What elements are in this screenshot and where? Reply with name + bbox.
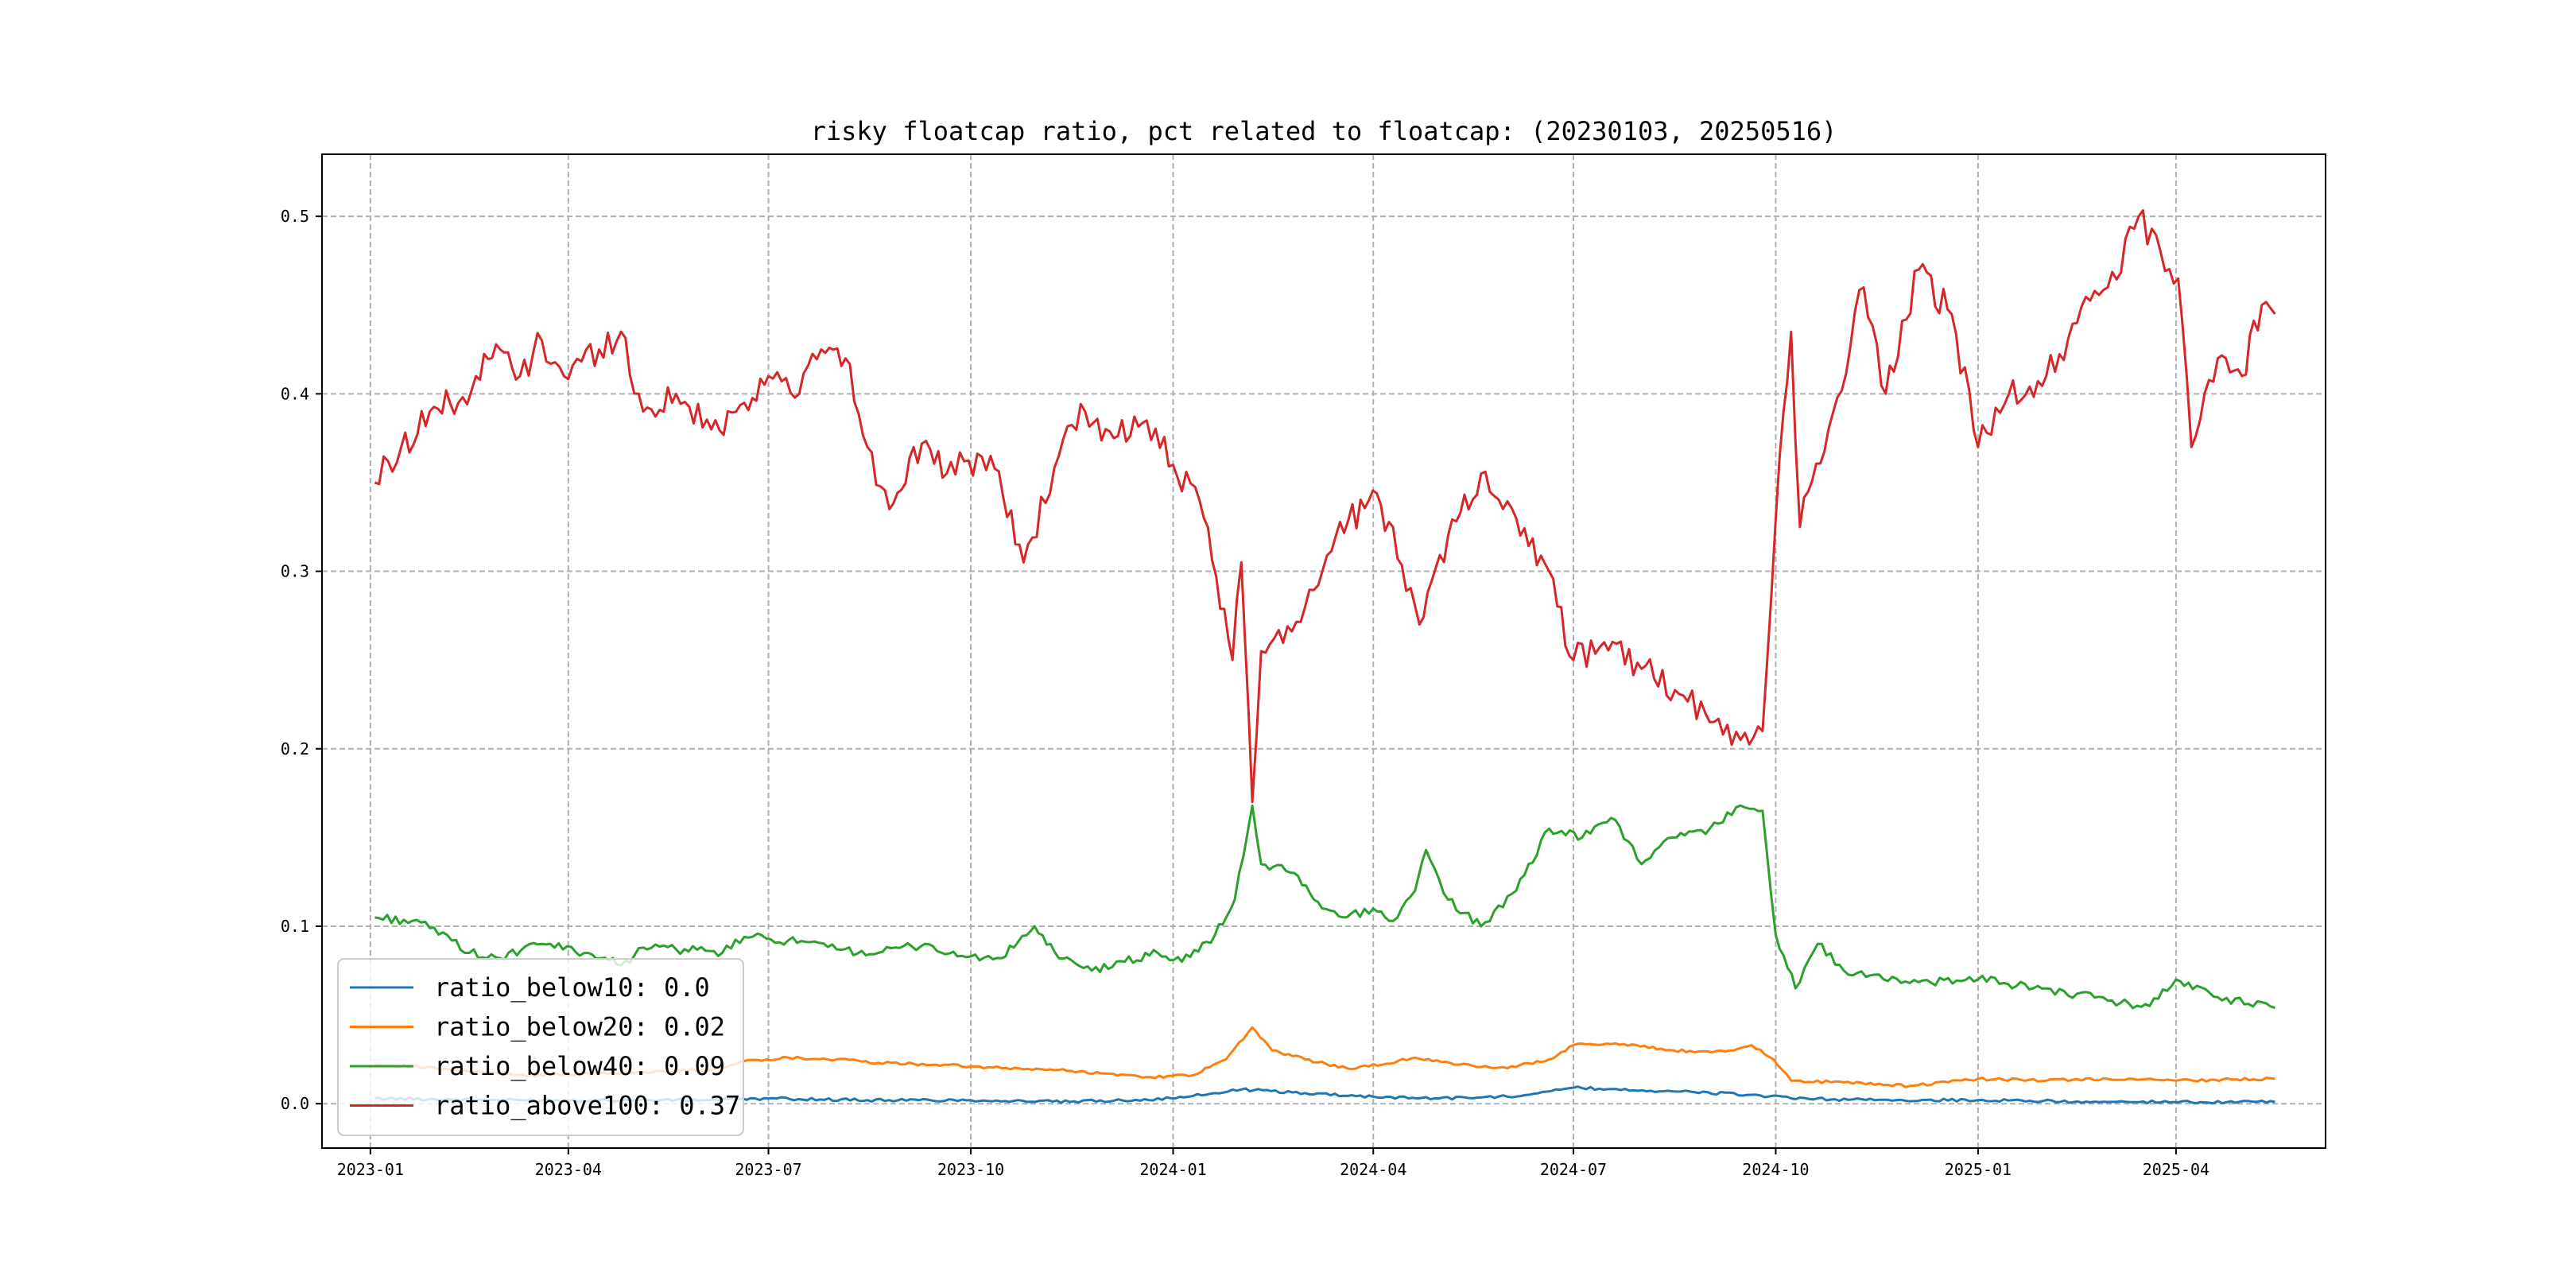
x-axis: 2023-01 2023-04 2023-07 2023-10 2024-01 2024-… <box>337 1148 2209 1179</box>
series-line-ratio_above100 <box>374 209 2276 804</box>
x-tick-label: 2024-10 <box>1742 1160 1809 1179</box>
grid <box>322 154 2326 1148</box>
plot-frame <box>321 153 2326 1149</box>
legend: ratio_below10: 0.0 ratio_below20: 0.02 rat… <box>337 958 744 1136</box>
y-tick-label: 0.1 <box>281 917 309 936</box>
y-tick-label: 0.3 <box>281 562 309 581</box>
legend-label: ratio_below20: 0.02 <box>434 1012 725 1042</box>
chart-title: risky floatcap ratio, pct related to flo… <box>811 116 1837 146</box>
x-tick-label: 2023-07 <box>735 1160 801 1179</box>
y-tick-label: 0.5 <box>281 207 309 226</box>
legend-box <box>337 958 744 1136</box>
legend-label: ratio_above100: 0.37 <box>434 1091 740 1121</box>
y-tick-label: 0.4 <box>281 384 309 403</box>
x-tick-label: 2023-04 <box>535 1160 602 1179</box>
legend-label: ratio_below10: 0.0 <box>434 972 710 1003</box>
y-tick-label: 0.0 <box>281 1094 309 1113</box>
y-tick-label: 0.2 <box>281 739 309 758</box>
x-tick-label: 2023-10 <box>937 1160 1004 1179</box>
x-tick-label: 2025-04 <box>2143 1160 2209 1179</box>
series-line-ratio_below40 <box>374 804 2275 1010</box>
x-tick-label: 2025-01 <box>1945 1160 2012 1179</box>
legend-label: ratio_below40: 0.09 <box>434 1051 725 1081</box>
x-tick-label: 2024-04 <box>1340 1160 1406 1179</box>
x-tick-label: 2024-01 <box>1139 1160 1206 1179</box>
y-axis: 0.0 0.1 0.2 0.3 0.4 0.5 <box>281 207 322 1113</box>
x-tick-label: 2023-01 <box>337 1160 404 1179</box>
x-tick-label: 2024-07 <box>1540 1160 1607 1179</box>
